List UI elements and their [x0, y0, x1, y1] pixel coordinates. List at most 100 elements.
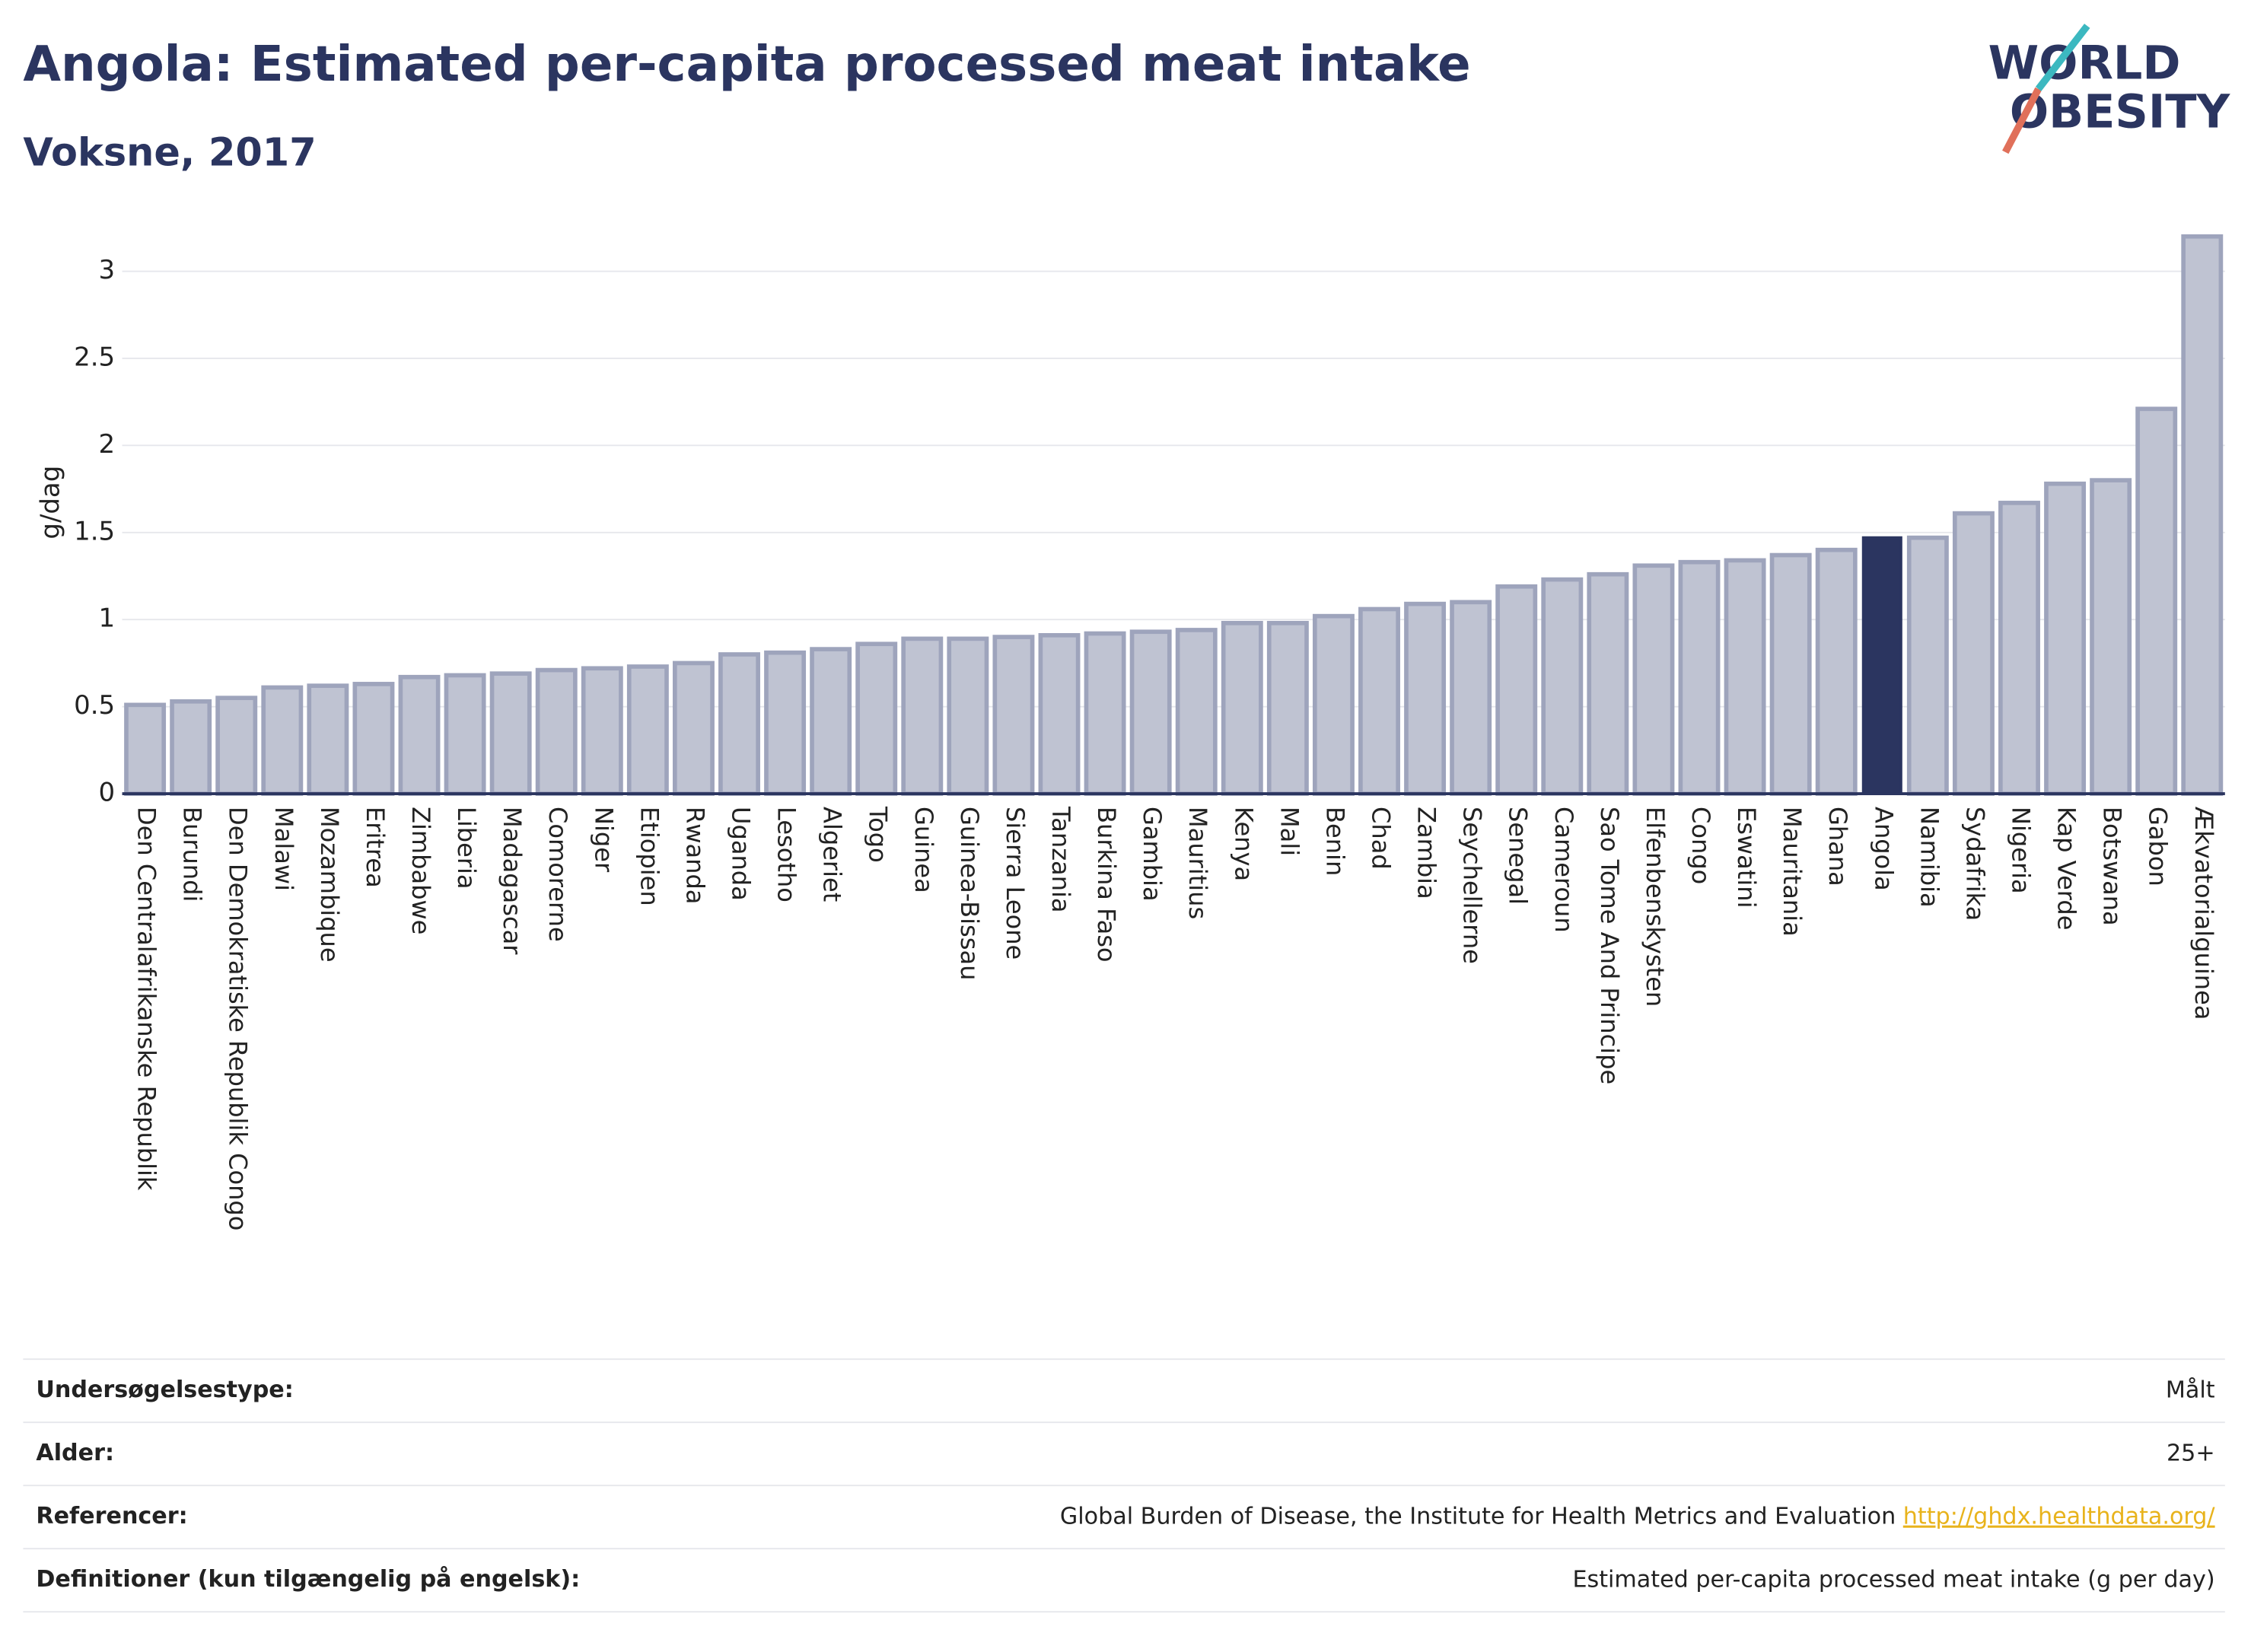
y-tick-label: 2.5: [74, 342, 115, 372]
bar: [535, 667, 578, 796]
bar: [352, 682, 395, 796]
row-link[interactable]: http://ghdx.healthdata.org/: [1903, 1503, 2216, 1529]
x-tick-label: Guinea-Bissau: [955, 807, 984, 980]
row-label: Referencer:: [36, 1503, 187, 1529]
x-tick-label: Sydafrika: [1960, 807, 1989, 921]
x-tick-label: Zambia: [1412, 807, 1441, 899]
bar: [489, 671, 532, 796]
bar: [1266, 620, 1309, 796]
x-tick-label: Niger: [589, 807, 618, 873]
logo-line: WORLD: [1988, 37, 2181, 90]
x-tick-label: Gambia: [1138, 807, 1167, 902]
bar: [1724, 558, 1766, 796]
x-tick-label: Kap Verde: [2052, 807, 2081, 930]
x-tick-label: Mauritania: [1778, 807, 1807, 937]
bar: [1861, 536, 1902, 795]
logo-slash: [2035, 24, 2090, 91]
x-tick-label: Den Centralafrikanske Republik: [132, 807, 161, 1191]
bar: [1769, 552, 1812, 796]
x-tick-label: Sao Tome And Principe: [1595, 807, 1624, 1084]
x-tick-label: Kenya: [1229, 807, 1258, 881]
x-tick-label: Tanzania: [1046, 806, 1075, 913]
row-value: 25+: [2167, 1440, 2215, 1466]
x-tick-label: Eritrea: [361, 807, 390, 888]
x-tick-label: Congo: [1686, 807, 1715, 884]
y-tick-label: 0.5: [74, 690, 115, 721]
bar: [261, 685, 304, 796]
bar: [1495, 584, 1538, 796]
x-tick-label: Uganda: [727, 807, 756, 901]
row-value: Global Burden of Disease, the Institute …: [1060, 1503, 2216, 1529]
bar: [1587, 571, 1629, 796]
x-tick-label: Burundi: [178, 807, 207, 902]
x-tick-label: Eswatini: [1732, 807, 1761, 908]
y-axis-label: g/dag: [36, 466, 66, 540]
bar: [1221, 620, 1263, 796]
x-tick-label: Namibia: [1915, 807, 1944, 908]
x-tick-label: Mauritius: [1183, 807, 1212, 919]
logo: WORLD OBESITY: [1988, 24, 2231, 154]
bar: [1541, 577, 1584, 796]
bar: [1815, 547, 1858, 796]
bar: [672, 660, 715, 796]
bar: [1404, 601, 1447, 796]
chart-title: Angola: Estimated per-capita processed m…: [23, 36, 1470, 93]
x-tick-label: Ghana: [1823, 807, 1852, 886]
bar: [626, 664, 669, 796]
x-tick-label: Algeriet: [818, 807, 847, 902]
x-tick-label: Mali: [1275, 807, 1304, 856]
bar: [307, 683, 349, 796]
y-tick-label: 1: [99, 603, 116, 634]
y-tick-label: 3: [99, 255, 116, 285]
bar: [1952, 511, 1995, 796]
bar: [1906, 535, 1949, 796]
row-value-text: Global Burden of Disease, the Institute …: [1060, 1503, 1896, 1529]
x-tick-label: Den Demokratiske Republik Congo: [224, 807, 253, 1230]
x-tick-label: Botswana: [2098, 807, 2127, 926]
logo-slash: [2002, 87, 2042, 154]
x-tick-label: Nigeria: [2006, 807, 2035, 894]
bar: [764, 650, 807, 796]
bar: [1175, 628, 1218, 796]
bar: [1129, 629, 1172, 796]
x-tick-label: Burkina Faso: [1092, 807, 1121, 963]
bar: [1358, 606, 1400, 796]
x-tick-label: Gabon: [2144, 807, 2173, 886]
bar: [1632, 563, 1675, 796]
bar: [992, 635, 1035, 796]
x-tick-label: Elfenbenskysten: [1641, 807, 1670, 1007]
bar: [947, 636, 989, 796]
y-tick-label: 1.5: [74, 516, 115, 546]
bar: [2044, 481, 2087, 796]
x-tick-label: Senegal: [1504, 807, 1533, 905]
x-tick-label: Ækvatorialguinea: [2189, 807, 2218, 1020]
bar: [901, 636, 944, 796]
logo-line: OBESITY: [2010, 85, 2231, 138]
bar: [2181, 234, 2224, 796]
bar: [1450, 600, 1492, 796]
bar: [398, 674, 441, 796]
bar: [581, 666, 623, 796]
bar: [124, 702, 167, 796]
row-value: Estimated per-capita processed meat inta…: [1572, 1566, 2214, 1593]
x-tick-label: Seychellerne: [1458, 807, 1487, 964]
bar: [2090, 478, 2132, 796]
bar: [855, 641, 898, 796]
x-tick-label: Cameroun: [1549, 807, 1578, 933]
x-tick-label: Angola: [1869, 807, 1898, 891]
y-tick-label: 0: [99, 778, 116, 808]
x-tick-label: Lesotho: [772, 807, 801, 902]
x-tick-label: Mozambique: [315, 807, 344, 963]
x-tick-label: Madagascar: [498, 807, 527, 955]
bar: [810, 647, 852, 796]
x-tick-label: Togo: [864, 806, 893, 863]
bar: [1678, 559, 1721, 796]
bar: [215, 695, 258, 796]
bar: [1084, 631, 1126, 796]
x-tick-label: Benin: [1320, 807, 1349, 876]
bar: [444, 673, 486, 796]
bar: [170, 699, 212, 796]
chart-subtitle: Voksne, 2017: [23, 131, 316, 176]
bar: [1312, 613, 1355, 796]
